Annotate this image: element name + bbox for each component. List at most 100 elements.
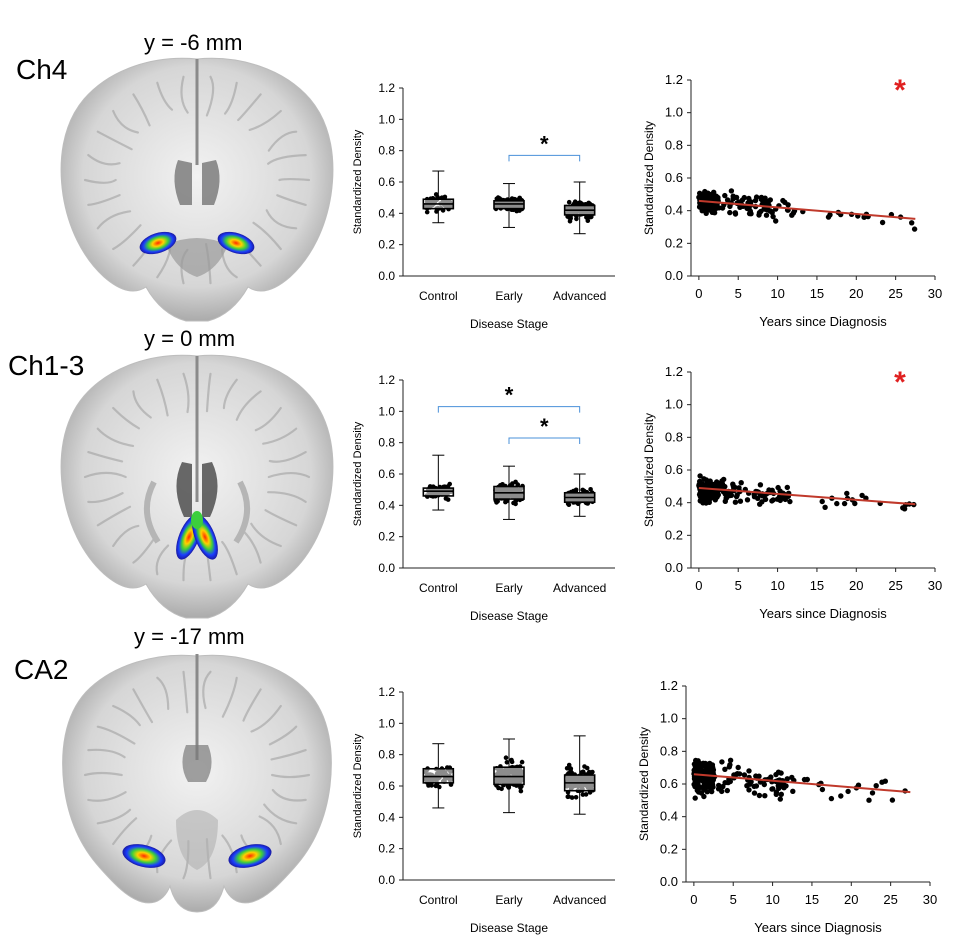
stage-plot-ch13: 0.0 0.2 0.4 0.6 0.8 1.0 1.2 Standardized Densit… xyxy=(352,373,615,623)
y-tick-label: 0.2 xyxy=(660,841,678,856)
data-point xyxy=(499,786,504,792)
data-point xyxy=(761,781,767,788)
data-point xyxy=(767,208,773,214)
data-point xyxy=(708,192,714,198)
x-tick-label: 5 xyxy=(735,578,742,593)
data-point xyxy=(780,494,787,501)
data-point xyxy=(504,760,510,765)
data-point xyxy=(509,757,514,763)
y-tick-label: 0.0 xyxy=(665,560,683,575)
data-point xyxy=(704,777,710,783)
data-point xyxy=(762,496,769,503)
data-point xyxy=(519,759,525,765)
x-tick-label: 5 xyxy=(735,286,742,301)
y-axis-label: Standardized Density xyxy=(642,413,656,527)
data-point xyxy=(744,497,751,503)
x-tick-label: 30 xyxy=(923,892,937,907)
y-tick-label: 0.0 xyxy=(378,269,395,283)
activation-blob xyxy=(191,511,203,529)
data-point xyxy=(790,210,797,216)
y-tick-label: 1.2 xyxy=(665,364,683,379)
data-point xyxy=(778,791,784,797)
data-point xyxy=(801,776,808,783)
x-axis-label: Disease Stage xyxy=(470,609,548,623)
data-point xyxy=(720,783,726,790)
data-point xyxy=(769,498,775,504)
x-tick-label: 30 xyxy=(928,286,942,301)
significance-star: * xyxy=(894,74,906,107)
brain-slice-ch4 xyxy=(60,57,334,322)
data-point xyxy=(767,197,773,203)
data-point xyxy=(785,202,791,208)
y-tick-label: 1.2 xyxy=(665,72,683,87)
data-point xyxy=(697,498,703,504)
y-axis-label: Standardized Density xyxy=(637,727,651,841)
data-point xyxy=(852,500,858,507)
trend-line xyxy=(693,773,911,794)
x-axis-label: Disease Stage xyxy=(470,317,548,331)
x-tick-label: 15 xyxy=(810,286,824,301)
y-tick-label: 0.4 xyxy=(660,809,678,824)
y-tick-label: 1.2 xyxy=(378,81,395,95)
data-point xyxy=(770,213,776,220)
data-point xyxy=(841,500,848,507)
x-tick-label: 0 xyxy=(695,578,702,593)
ventricles xyxy=(176,462,218,517)
data-point xyxy=(566,762,572,768)
x-tick-label: Control xyxy=(419,581,458,595)
data-point xyxy=(775,769,782,775)
data-point xyxy=(787,498,793,505)
y-axis-label: Standardized Density xyxy=(352,421,364,526)
y-tick-label: 0.4 xyxy=(378,206,395,220)
data-point xyxy=(584,765,590,771)
activation-blob xyxy=(228,844,272,868)
data-point xyxy=(703,203,710,210)
y-tick-label: 1.0 xyxy=(378,716,395,730)
data-point xyxy=(565,794,571,800)
x-tick-label: Advanced xyxy=(553,893,606,907)
data-point xyxy=(503,755,509,760)
y-tick-label: 0.0 xyxy=(665,268,683,283)
y-tick-label: 1.2 xyxy=(378,373,395,387)
trend-line xyxy=(698,199,916,220)
data-point xyxy=(701,793,707,800)
y-tick-label: 0.8 xyxy=(378,748,395,762)
data-point xyxy=(909,220,915,226)
data-point xyxy=(732,211,739,217)
data-point xyxy=(580,769,586,775)
data-point xyxy=(748,211,754,217)
ventricles xyxy=(182,745,212,782)
y-tick-label: 0.8 xyxy=(378,436,395,450)
data-point xyxy=(727,757,734,763)
data-point xyxy=(859,492,865,499)
x-tick-label: Advanced xyxy=(553,289,606,303)
data-point xyxy=(727,203,733,210)
data-point xyxy=(738,480,744,486)
data-point xyxy=(769,786,775,792)
data-point xyxy=(701,494,708,500)
y-tick-label: 1.0 xyxy=(665,397,683,412)
data-point xyxy=(692,783,698,790)
y-tick-label: 0.2 xyxy=(665,527,683,542)
data-point xyxy=(719,205,726,211)
y-tick-label: 0.4 xyxy=(378,498,395,512)
data-point xyxy=(784,484,790,491)
data-point xyxy=(762,793,768,799)
coord-label-ch13: y = 0 mm xyxy=(144,326,236,351)
x-axis-label: Years since Diagnosis xyxy=(759,606,887,621)
data-point xyxy=(424,209,430,215)
activation-blob xyxy=(217,231,255,255)
years-plot-ch4: 0.0 0.2 0.4 0.6 0.8 1.0 1.2 0 5 10 15 20 25 30 Standar… xyxy=(642,72,942,329)
x-tick-label: 20 xyxy=(844,892,858,907)
coord-label-ca2: y = -17 mm xyxy=(134,624,245,649)
data-point xyxy=(756,792,763,799)
x-tick-label: 0 xyxy=(690,892,697,907)
y-tick-label: 0.2 xyxy=(665,235,683,250)
data-point xyxy=(757,482,764,488)
data-point xyxy=(882,778,888,784)
data-point xyxy=(566,199,572,205)
scatter-points xyxy=(696,188,918,232)
y-tick-label: 0.8 xyxy=(378,144,395,158)
significance-star: * xyxy=(540,414,549,439)
data-point xyxy=(698,762,704,768)
